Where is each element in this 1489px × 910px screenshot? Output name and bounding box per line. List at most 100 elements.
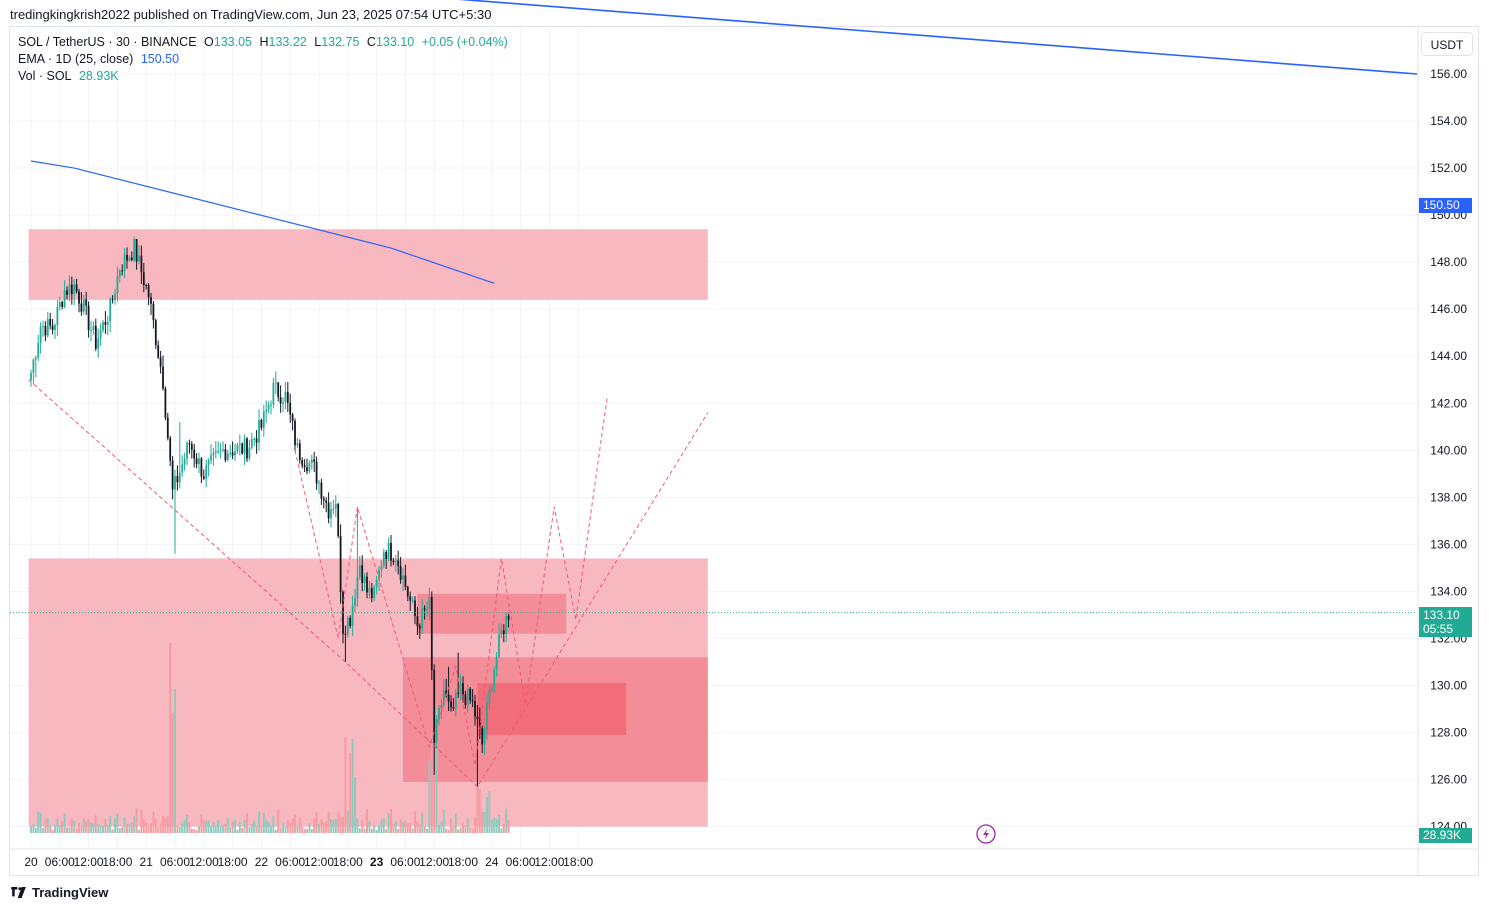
candle-body [106,321,109,325]
volume-bar [474,816,476,833]
candle-body [250,439,253,448]
candle-body [135,239,138,262]
candle-body [255,438,258,443]
candle-body [481,728,484,745]
volume-bar [392,823,395,833]
price-zone-rectangle[interactable] [417,593,567,634]
time-tick-label: 06:00 [45,855,75,869]
volume-bar [46,818,49,833]
candle-body [438,707,440,720]
volume-bar [66,827,68,833]
time-tick-label: 18:00 [218,855,248,869]
volume-bar [260,826,263,833]
volume-bar [471,827,474,833]
volume-bar [157,826,160,833]
candle-body [454,692,457,709]
candle-body [236,444,239,452]
chart-frame[interactable] [9,26,1479,876]
legend-symbol[interactable]: SOL / TetherUS · 30 · BINANCE [18,35,197,49]
candle-body [262,411,265,428]
volume-bar [147,825,150,833]
volume-bar [337,812,340,833]
volume-bar [236,829,239,833]
candle-body [500,630,503,635]
candle-body [478,719,481,729]
candle-body [140,255,143,273]
legend-ema-row[interactable]: EMA · 1D (25, close) 150.50 [18,52,183,66]
candle-body [462,683,464,695]
candle-body [39,326,42,343]
candle-body [92,325,95,330]
volume-bar [322,822,325,833]
volume-bar [200,814,203,833]
candle-body [452,707,455,709]
volume-bar [61,821,64,833]
candle-body [87,305,90,331]
volume-bar [56,818,59,833]
price-tick-label: 142.00 [1430,396,1467,410]
candle-body [318,482,320,484]
candle-body [37,342,40,358]
candle-body [337,504,340,536]
candle-body [380,565,383,570]
candle-body [354,598,356,606]
volume-bar [104,818,107,833]
volume-bar [255,826,258,833]
candle-body [238,443,241,445]
candle-body [294,420,296,446]
volume-bar [99,825,102,833]
tradingview-logo-icon [11,886,26,898]
candle-body [97,338,100,349]
candle-body [282,402,284,404]
candle-body [123,254,126,272]
candle-body [90,329,92,331]
candle-body [145,284,148,286]
candle-body [382,552,385,566]
price-zone-rectangle[interactable] [28,229,708,300]
candle-body [507,615,510,620]
volume-bar [478,789,481,833]
volume-bar [51,829,54,833]
time-tick-label: 24 [485,855,499,869]
currency-button[interactable]: USDT [1421,32,1473,56]
volume-bar [243,819,246,833]
volume-bar [303,828,306,833]
volume-bar [346,810,349,833]
candle-body [219,450,222,452]
volume-bar [102,825,104,833]
candle-body [459,683,462,694]
forecast-dashed-path[interactable] [294,398,608,766]
candle-body [42,325,44,327]
volume-bar [320,819,323,833]
volume-bar [361,819,364,833]
volume-bar [219,825,222,833]
volume-bar [210,826,212,833]
candle-body [433,669,436,743]
volume-bar [154,818,157,833]
forecast-dashed-path[interactable] [28,379,709,788]
candle-body [190,444,193,450]
volume-bar [128,824,131,833]
volume-bar [188,821,191,833]
legend-volume-row[interactable]: Vol · SOL 28.93K [18,69,123,83]
candle-body [334,504,337,509]
candle-body [154,320,157,346]
price-axis[interactable]: 156.00154.00152.00150.00148.00146.00144.… [1417,27,1467,875]
volume-bar [493,817,496,833]
volume-bar [126,824,128,833]
volume-bar [70,818,73,833]
replay-icon[interactable] [976,824,996,844]
volume-bar [253,821,256,833]
candle-body [320,482,323,499]
volume-bar [373,825,376,833]
volume-bar [80,825,83,833]
candle-body [274,382,277,384]
published-by-line: tredingkingkrish2022 published on Tradin… [10,7,492,22]
volume-bar [507,820,510,833]
price-zone-rectangle[interactable] [477,683,627,735]
volume-bar [73,820,76,833]
candle-body [418,626,421,629]
candle-body [44,325,47,336]
